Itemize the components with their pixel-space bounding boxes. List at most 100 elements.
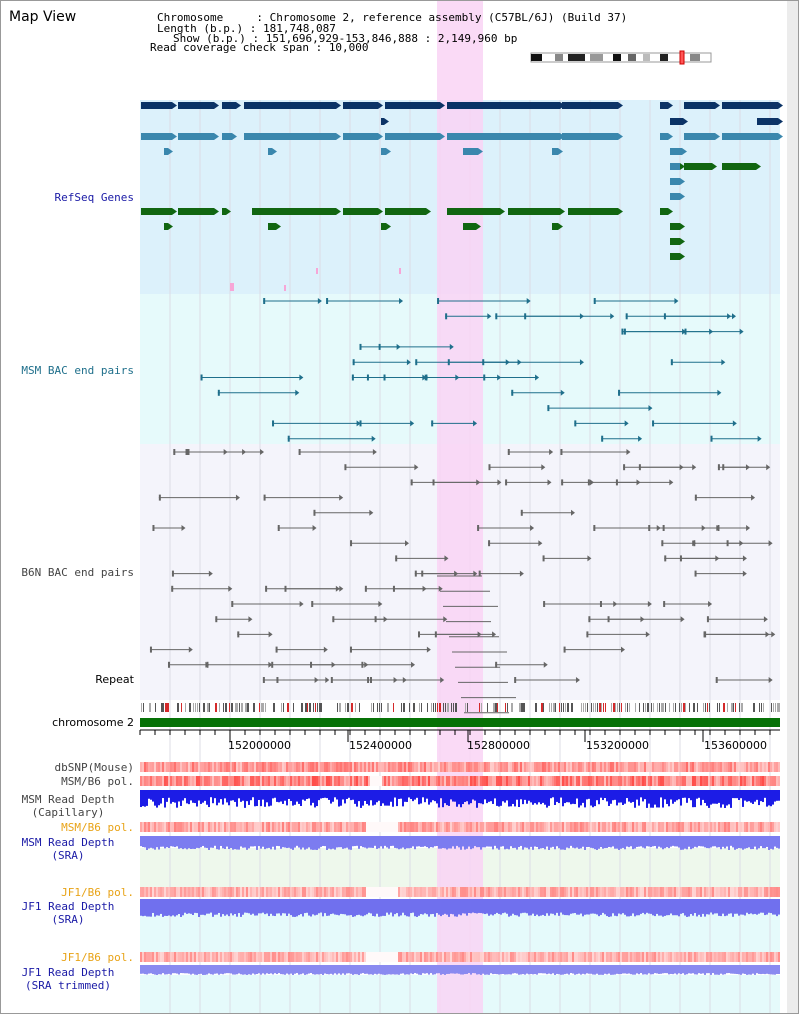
depth-bar <box>752 790 754 804</box>
heat-cell <box>662 887 664 897</box>
track-label-msm-depth-sra[interactable]: MSM Read Depth (SRA) <box>21 836 115 862</box>
heat-cell <box>464 762 466 772</box>
repeat-mark <box>347 703 349 712</box>
depth-bar <box>544 790 546 805</box>
repeat-mark <box>377 703 378 712</box>
bac-end <box>482 359 485 366</box>
depth-bar <box>436 899 438 914</box>
depth-bar <box>596 790 598 801</box>
heat-cell <box>604 762 606 772</box>
depth-bar <box>374 836 376 846</box>
heat-cell <box>454 952 456 962</box>
heat-cell <box>296 822 298 832</box>
heat-cell <box>624 822 626 832</box>
repeat-mark <box>265 703 266 712</box>
repeat-mark <box>773 703 774 712</box>
repeat-mark <box>779 703 780 712</box>
heat-cell <box>606 776 608 786</box>
depth-bar <box>236 899 238 917</box>
gene-arrow <box>384 118 389 125</box>
heat-cell <box>756 952 758 962</box>
heat-cell <box>656 776 658 786</box>
repeat-mark <box>603 703 604 712</box>
depth-bar <box>386 965 388 975</box>
track-label-jf1-b6-pol[interactable]: JF1/B6 pol. <box>61 886 134 899</box>
repeat-mark <box>465 703 466 712</box>
bac-end <box>332 616 335 623</box>
depth-bar <box>306 790 308 800</box>
heat-cell <box>236 952 238 962</box>
depth-bar <box>416 965 418 974</box>
heat-cell <box>774 776 776 786</box>
heat-cell <box>708 762 710 772</box>
heat-cell <box>416 762 418 772</box>
bac-end <box>674 298 679 304</box>
heat-cell <box>488 776 490 786</box>
repeat-mark <box>617 703 618 712</box>
track-label-jf1-depth-sra[interactable]: JF1 Read Depth (SRA) <box>21 900 115 926</box>
track-label-msm-depth-capillary[interactable]: MSM Read Depth (Capillary) <box>21 793 115 819</box>
depth-bar <box>672 965 674 975</box>
heat-cell <box>656 822 658 832</box>
heat-cell <box>744 822 746 832</box>
bac-end <box>766 464 771 471</box>
gene-arrow <box>618 102 623 109</box>
bac-end <box>349 646 352 653</box>
heat-cell <box>728 887 730 897</box>
depth-bar <box>738 790 740 801</box>
depth-bar <box>326 790 328 799</box>
track-label-jf1-depth-trimmed[interactable]: JF1 Read Depth (SRA trimmed) <box>21 966 115 992</box>
depth-bar <box>746 965 748 975</box>
track-label-refseq[interactable]: RefSeq Genes <box>54 191 134 204</box>
bac-end <box>717 464 720 471</box>
depth-bar <box>408 836 410 849</box>
depth-bar <box>332 899 334 914</box>
depth-bar <box>148 836 150 849</box>
heat-cell <box>322 887 324 897</box>
heat-cell <box>306 776 308 786</box>
heat-cell <box>326 887 328 897</box>
track-label-msm-bac[interactable]: MSM BAC end pairs <box>21 364 134 377</box>
depth-bar <box>226 965 228 974</box>
track-label-jf1-b6-pol-2[interactable]: JF1/B6 pol. <box>61 951 134 964</box>
heat-cell <box>558 887 560 897</box>
heat-cell <box>260 762 262 772</box>
depth-bar <box>578 965 580 974</box>
track-label-repeat[interactable]: Repeat <box>95 673 134 686</box>
depth-bar <box>522 899 524 913</box>
depth-bar <box>694 965 696 975</box>
track-label-dbsnp[interactable]: dbSNP(Mouse) <box>54 761 134 774</box>
heat-cell <box>676 776 678 786</box>
heat-cell <box>278 762 280 772</box>
heat-cell <box>718 762 720 772</box>
depth-bar <box>574 836 576 849</box>
heat-cell <box>632 887 634 897</box>
track-label-msm-b6-pol[interactable]: MSM/B6 pol. <box>61 775 134 788</box>
depth-bar <box>256 836 258 850</box>
bac-end <box>746 525 751 531</box>
bac-end <box>593 298 596 304</box>
heat-cell <box>302 887 304 897</box>
heat-cell <box>180 822 182 832</box>
bac-end <box>374 616 377 623</box>
heat-cell <box>214 762 216 772</box>
bac-end <box>670 359 673 366</box>
track-label-chromosome[interactable]: chromosome 2 <box>52 716 134 729</box>
track-label-b6n-bac[interactable]: B6N BAC end pairs <box>21 566 134 579</box>
depth-bar <box>474 790 476 801</box>
gene-block <box>670 238 680 245</box>
heat-cell <box>602 952 604 962</box>
ideogram-band <box>660 54 668 61</box>
heat-cell <box>758 952 760 962</box>
depth-bar <box>278 965 280 974</box>
heat-cell <box>324 887 326 897</box>
depth-bar <box>632 899 634 914</box>
heat-cell <box>324 776 326 786</box>
heat-cell <box>624 952 626 962</box>
track-label-msm-b6-pol-sra[interactable]: MSM/B6 pol. <box>61 821 134 834</box>
heat-cell <box>492 887 494 897</box>
depth-bar <box>458 836 460 848</box>
depth-bar <box>534 790 536 804</box>
heat-cell <box>518 776 520 786</box>
depth-bar <box>184 965 186 974</box>
